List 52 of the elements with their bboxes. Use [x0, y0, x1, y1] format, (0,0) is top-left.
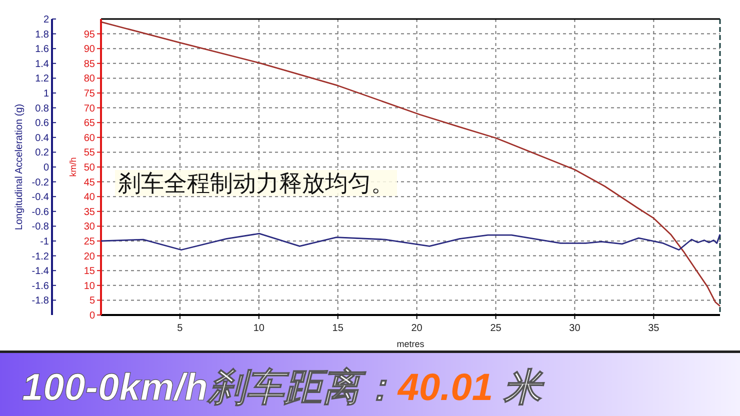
y2-tick-label: 2	[43, 14, 50, 26]
y-tick-label: 15	[84, 266, 96, 278]
y2-tick-label: -0.2	[32, 177, 50, 188]
text: 100-0km/h刹车距离：40.01 米	[22, 366, 546, 409]
y2-tick-label: 1.6	[35, 44, 50, 56]
y2-tick-label: 1.8	[35, 29, 50, 40]
y2-tick-label: -1	[40, 236, 50, 248]
y2-tick-label: 0.4	[35, 132, 50, 144]
y2-tick-label: 0	[43, 162, 50, 174]
y-axis-title: km/h	[68, 157, 78, 177]
y-tick-label: 85	[84, 58, 96, 70]
y-tick-label: 70	[84, 103, 96, 114]
x-tick-label: 35	[648, 323, 660, 334]
y2-tick-label: 1.4	[35, 58, 50, 70]
annotation: 刹车全程制动力释放均匀。	[118, 170, 394, 196]
y2-tick-label: 1.2	[35, 74, 50, 85]
y2-tick-label: 1	[43, 88, 50, 100]
y2-tick-label: -1.2	[32, 251, 50, 262]
x-tick-label: 15	[332, 323, 344, 334]
y-tick-label: 45	[84, 177, 96, 188]
y2-axis-title: Longitudinal Acceleration (g)	[14, 104, 25, 230]
y-tick-label: 50	[84, 162, 96, 174]
y2-tick-label: 0.8	[35, 103, 50, 114]
x-tick-label: 30	[569, 323, 581, 334]
y-tick-label: 30	[84, 222, 96, 233]
y2-tick-label: -1.4	[32, 266, 50, 278]
y-tick-label: 95	[84, 29, 96, 40]
x-tick-label: 25	[490, 323, 502, 334]
x-tick-label: 5	[177, 323, 184, 334]
y2-tick-label: -1.6	[32, 280, 50, 292]
y-tick-label: 60	[84, 132, 96, 144]
y-tick-label: 20	[84, 251, 96, 262]
y2-tick-label: -1.8	[32, 296, 50, 307]
y2-tick-label: 0.6	[35, 118, 50, 130]
y2-tick-label: -0.4	[32, 192, 50, 204]
y-tick-label: 80	[84, 74, 96, 85]
y-tick-label: 40	[84, 192, 96, 204]
y-tick-label: 75	[84, 88, 96, 100]
y-tick-label: 25	[84, 236, 96, 248]
y-tick-label: 90	[84, 44, 96, 56]
y-tick-label: 10	[84, 280, 96, 292]
x-tick-label: 20	[411, 323, 423, 334]
y2-tick-label: -0.8	[32, 222, 50, 233]
y-tick-label: 65	[84, 118, 96, 130]
y-tick-label: 5	[89, 296, 96, 307]
x-tick-label: 10	[253, 323, 265, 334]
x-axis-title: metres	[396, 339, 425, 349]
y2-tick-label: 0.2	[35, 148, 50, 159]
y2-tick-label: -0.6	[32, 206, 50, 218]
y-tick-label: 55	[84, 148, 96, 159]
y-tick-label: 35	[84, 206, 96, 218]
y-tick-label: 0	[89, 310, 96, 322]
